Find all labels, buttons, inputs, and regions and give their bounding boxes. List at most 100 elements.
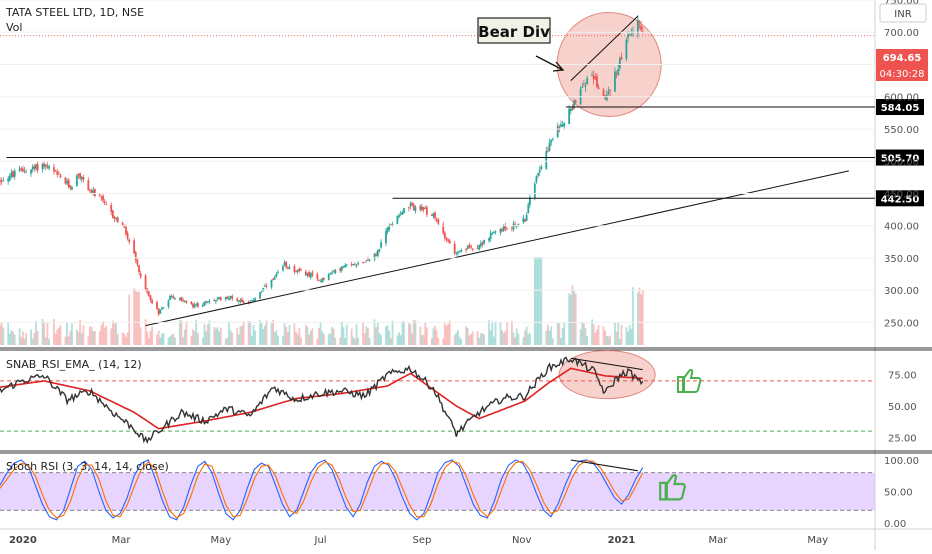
volume-bar: [512, 332, 515, 345]
candle-body: [156, 302, 158, 309]
volume-bar: [12, 331, 14, 345]
candle-body: [419, 205, 422, 211]
candle-body: [161, 307, 163, 310]
candle-body: [23, 170, 26, 172]
horizontal-levels: 584.05 505.70 442.50: [0, 35, 924, 207]
candle-body: [59, 175, 62, 178]
volume-bar: [605, 335, 608, 345]
candle-body: [18, 169, 21, 171]
candle-body: [64, 177, 67, 184]
volume-bar: [79, 319, 82, 345]
candle-body: [318, 280, 320, 281]
candle-body: [380, 242, 382, 248]
candle-body: [550, 140, 553, 143]
price-tick-label: 250.00: [884, 318, 919, 329]
volume-bar: [548, 330, 551, 345]
volume-bar: [478, 337, 481, 345]
volume-bar: [236, 327, 239, 345]
candle-body: [208, 300, 211, 303]
candle-body: [214, 300, 217, 302]
candle-body: [54, 170, 57, 172]
volume-bar: [437, 337, 440, 345]
candle-body: [275, 273, 278, 277]
candle-body: [389, 224, 392, 226]
volume-bar: [385, 326, 387, 345]
rsi-divergence-line: [570, 357, 643, 371]
volume-bar: [69, 331, 72, 345]
candle-body: [13, 170, 16, 177]
candle-body: [236, 298, 239, 301]
volume-bar: [309, 330, 312, 345]
volume-bar: [31, 338, 34, 345]
volume-bar: [551, 338, 554, 345]
candle-body: [82, 177, 85, 180]
stoch-d-line: [0, 460, 644, 519]
volume-bar: [327, 333, 330, 345]
candle-body: [282, 266, 284, 271]
candle-body: [169, 295, 171, 301]
candle-body: [481, 242, 484, 245]
stoch-tick-label: 0.00: [884, 519, 906, 530]
candle-body: [586, 78, 589, 85]
candle-body: [179, 297, 181, 300]
volume-bar: [614, 322, 616, 345]
candle-body: [195, 304, 198, 305]
candle-body: [285, 261, 288, 268]
candle-body: [476, 247, 479, 249]
volume-bar: [489, 330, 492, 345]
candle-body: [218, 297, 221, 300]
x-tick-label: Mar: [112, 535, 132, 546]
candle-body: [506, 228, 508, 230]
candle-body: [80, 177, 83, 180]
volume-bar: [318, 328, 320, 345]
candle-body: [250, 300, 253, 301]
candle-body: [283, 262, 286, 266]
volume-bar: [573, 290, 575, 345]
candle-body: [319, 281, 322, 283]
volume-bar: [468, 335, 471, 345]
volume-bar: [87, 336, 90, 345]
volume-bar: [43, 321, 46, 345]
volume-bar: [604, 330, 607, 345]
volume-bar: [157, 330, 160, 345]
volume-bar: [476, 331, 479, 345]
volume-bar: [620, 324, 623, 345]
currency-box[interactable]: [879, 3, 927, 23]
candle-body: [350, 264, 353, 265]
candle-body: [296, 269, 299, 272]
candle-body: [134, 251, 137, 261]
volume-bar: [584, 328, 587, 345]
candle-body: [352, 264, 355, 266]
volume-bar: [273, 332, 276, 345]
volume-bar: [77, 331, 80, 345]
candle-body: [116, 217, 119, 223]
candle-body: [502, 225, 505, 231]
stoch-tick-label: 100.00: [884, 456, 919, 467]
volume-bar: [389, 338, 392, 345]
volume-bar: [285, 326, 288, 345]
candle-body: [190, 301, 193, 304]
volume-bar: [126, 332, 129, 345]
volume-bar: [121, 332, 124, 345]
x-tick-label: Mar: [709, 535, 729, 546]
candle-body: [458, 251, 461, 253]
candle-body: [162, 307, 165, 309]
candle-body: [414, 207, 417, 212]
stoch-band: [0, 472, 875, 511]
candle-body: [180, 297, 183, 302]
volume-bar: [133, 288, 136, 345]
candle-body: [421, 206, 423, 210]
candle-body: [144, 275, 147, 289]
candle-body: [293, 266, 296, 272]
volume-bar: [448, 320, 451, 345]
candle-body: [193, 304, 196, 308]
candle-body: [435, 219, 438, 221]
volume-bar: [293, 323, 296, 345]
volume-bar: [192, 329, 194, 345]
candle-body: [7, 178, 10, 182]
level-badge-text: 442.50: [881, 194, 920, 205]
volume-bar: [506, 321, 508, 345]
volume-bar: [546, 324, 549, 345]
volume-bar: [617, 323, 620, 345]
